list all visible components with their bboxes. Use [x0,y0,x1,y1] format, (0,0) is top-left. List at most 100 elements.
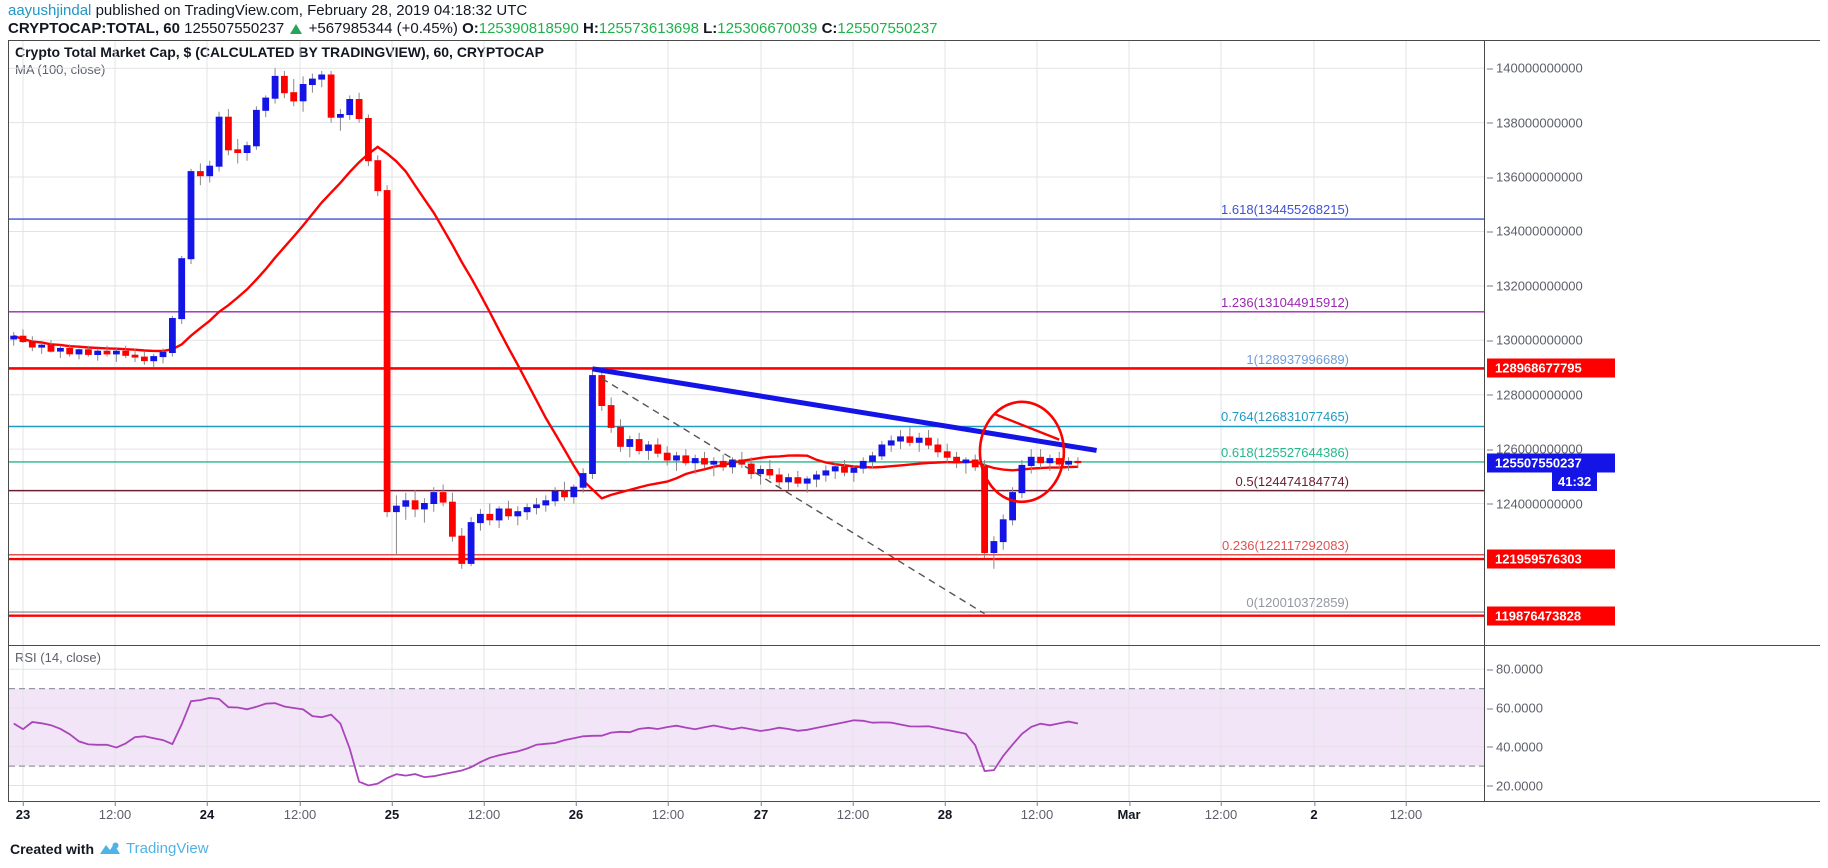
candle [710,460,718,465]
candle [346,99,354,115]
chart-frame [8,40,1820,802]
candle [654,444,662,454]
candle [841,466,848,473]
candle [66,347,74,355]
candle [57,347,64,352]
candlestick-series[interactable] [9,41,1484,645]
candle [113,350,120,355]
candle [626,439,634,447]
red-circle-highlight[interactable] [978,400,1066,504]
time-axis-tick: 28 [937,801,953,822]
candle [1046,458,1054,464]
candle [691,458,699,464]
candle [999,519,1007,543]
series-title: Crypto Total Market Cap, $ (CALCULATED B… [15,44,544,60]
time-axis-tick: 12:00 [1389,801,1423,822]
rsi-axis-tick: 60.0000 [1487,700,1543,716]
candle [785,477,792,483]
created-with-label: Created with [10,840,95,857]
candle [458,535,466,564]
candle [962,459,970,464]
candle [402,500,410,507]
last-price: 125507550237 [184,20,285,37]
candle [178,258,186,320]
price-axis-tick: 140000000000 [1487,60,1583,76]
publish-text: published on TradingView.com, February 2… [95,2,528,19]
candle [262,97,270,111]
blue-descending-trendline[interactable] [592,366,1097,453]
ma-legend-label: MA (100, close) [15,62,106,77]
open-value: 125390818590 [478,20,579,37]
candle [253,109,260,147]
time-axis-tick: 25 [384,801,400,822]
close-label: C: [821,20,838,37]
author-name: aayushjindal [8,2,92,19]
candle [775,474,783,483]
high-value: 125573613698 [598,20,699,37]
candle [831,466,839,472]
candle [393,505,400,513]
rsi-axis-tick: 20.0000 [1487,778,1543,793]
candle [187,171,195,260]
candle [579,473,587,488]
candle [794,477,802,484]
low-label: L: [703,20,718,37]
price-axis-tick: 126000000000 [1487,441,1583,457]
candle [430,492,438,505]
price-axis-tick: 132000000000 [1487,278,1583,294]
candle [850,467,858,473]
rsi-series[interactable] [9,646,1484,801]
candle [290,92,298,102]
price-axis-tick: 124000000000 [1487,496,1583,512]
candle [757,469,764,475]
time-axis[interactable]: 23 12:00 24 12:00 25 12:00 26 12:00 27 12:00 28 12:… [9,801,1484,829]
candle [915,437,923,443]
candle [589,375,596,475]
candle [383,190,391,513]
price-change: +567985344 (+0.45%) [308,20,458,37]
candle [598,375,606,407]
candle [271,75,279,99]
candle [94,350,102,356]
candle [887,440,895,446]
candle [169,318,176,353]
candle [925,437,932,446]
candle [411,500,419,510]
candle [486,513,494,521]
price-axis-tick: 138000000000 [1487,115,1583,131]
candle [813,474,820,480]
candle [225,116,232,151]
rsi-axis-tick: 80.0000 [1487,661,1543,677]
candle [859,460,867,469]
candle [318,74,326,80]
candle [981,466,989,553]
candle [523,507,531,513]
tradingview-brand: TradingView [126,840,209,857]
rsi-legend-label: RSI (14, close) [15,650,101,665]
candle [299,84,307,102]
rsi-plot-area[interactable]: RSI (14, close) [9,646,1484,801]
time-axis-tick: 2 [1310,801,1318,822]
candle [645,444,652,451]
candle [215,116,223,167]
price-axis[interactable]: 140000000000 138000000000 136000000000 1340… [1486,41,1826,801]
candle [355,99,363,119]
candle [281,75,288,94]
candle [85,349,92,355]
candle [551,490,559,502]
symbol-quote-line: CRYPTOCAP:TOTAL, 60 125507550237 +567985… [8,20,938,38]
candle [869,455,876,462]
candle [943,451,951,458]
time-axis-tick: 24 [199,801,215,822]
dashed-descending-trendline[interactable] [601,377,985,615]
candle [131,354,139,358]
candle [542,500,550,506]
drawing-annotations[interactable] [9,41,1484,645]
candle [421,503,428,510]
close-value: 125507550237 [837,20,938,37]
price-plot-area[interactable]: Crypto Total Market Cap, $ (CALCULATED B… [9,41,1484,645]
candle [28,341,36,348]
candle [1027,456,1035,466]
candle [766,469,774,476]
time-axis-tick: 12:00 [1204,801,1238,822]
